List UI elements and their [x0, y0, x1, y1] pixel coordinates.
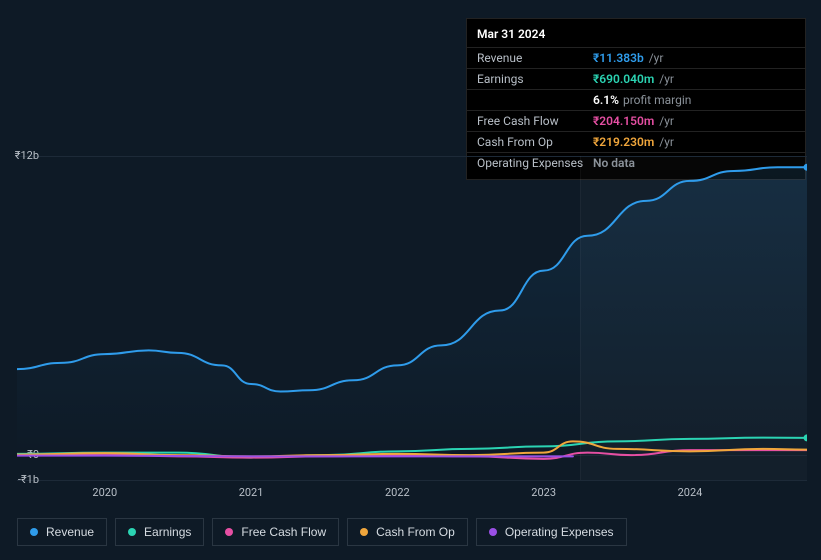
- legend-dot-icon: [128, 528, 136, 536]
- tooltip-metric-label: Earnings: [477, 72, 593, 86]
- chart-plot-area: [17, 156, 807, 480]
- tooltip-metric-value: ₹11.383b: [593, 51, 644, 65]
- tooltip-row: Cash From Op₹219.230m /yr: [467, 131, 805, 152]
- tooltip-metric-unit: /yr: [656, 72, 674, 86]
- tooltip-metric-value: ₹690.040m: [593, 72, 654, 86]
- legend-label: Free Cash Flow: [241, 525, 326, 539]
- x-axis-label: 2021: [239, 486, 264, 499]
- x-axis-label: 2020: [92, 486, 117, 499]
- legend-item[interactable]: Revenue: [17, 518, 107, 546]
- legend-dot-icon: [489, 528, 497, 536]
- tooltip-metric-unit: /yr: [656, 135, 674, 149]
- series-line: [17, 456, 573, 457]
- legend-item[interactable]: Operating Expenses: [476, 518, 627, 546]
- chart-legend: Revenue Earnings Free Cash Flow Cash From O…: [17, 518, 627, 546]
- legend-label: Earnings: [144, 525, 191, 539]
- x-axis-label: 2023: [531, 486, 556, 499]
- tooltip-margin-row: 6.1% profit margin: [467, 89, 805, 110]
- legend-item[interactable]: Free Cash Flow: [212, 518, 339, 546]
- legend-dot-icon: [360, 528, 368, 536]
- tooltip-metric-label: Revenue: [477, 51, 593, 65]
- tooltip-metric-value: ₹219.230m: [593, 135, 654, 149]
- tooltip-margin-label: profit margin: [623, 93, 691, 107]
- financial-chart: ₹12b₹0-₹1b20202021202220232024: [17, 156, 807, 480]
- x-axis-label: 2022: [385, 486, 410, 499]
- tooltip-margin-value: 6.1%: [593, 93, 619, 107]
- tooltip-date: Mar 31 2024: [467, 25, 805, 47]
- tooltip-metric-unit: /yr: [646, 51, 664, 65]
- tooltip-row: Earnings₹690.040m /yr: [467, 68, 805, 89]
- tooltip-metric-unit: /yr: [656, 114, 674, 128]
- legend-label: Operating Expenses: [505, 525, 614, 539]
- chart-gridline: [17, 480, 807, 481]
- legend-dot-icon: [30, 528, 38, 536]
- legend-dot-icon: [225, 528, 233, 536]
- tooltip-row: Free Cash Flow₹204.150m /yr: [467, 110, 805, 131]
- legend-label: Revenue: [46, 525, 94, 539]
- tooltip-metric-value: ₹204.150m: [593, 114, 654, 128]
- tooltip-metric-label: Cash From Op: [477, 135, 593, 149]
- revenue-area-fill: [17, 167, 807, 455]
- legend-label: Cash From Op: [376, 525, 455, 539]
- tooltip-row: Revenue₹11.383b /yr: [467, 47, 805, 68]
- tooltip-metric-label: Free Cash Flow: [477, 114, 593, 128]
- legend-item[interactable]: Earnings: [115, 518, 204, 546]
- x-axis-label: 2024: [678, 486, 703, 499]
- legend-item[interactable]: Cash From Op: [347, 518, 468, 546]
